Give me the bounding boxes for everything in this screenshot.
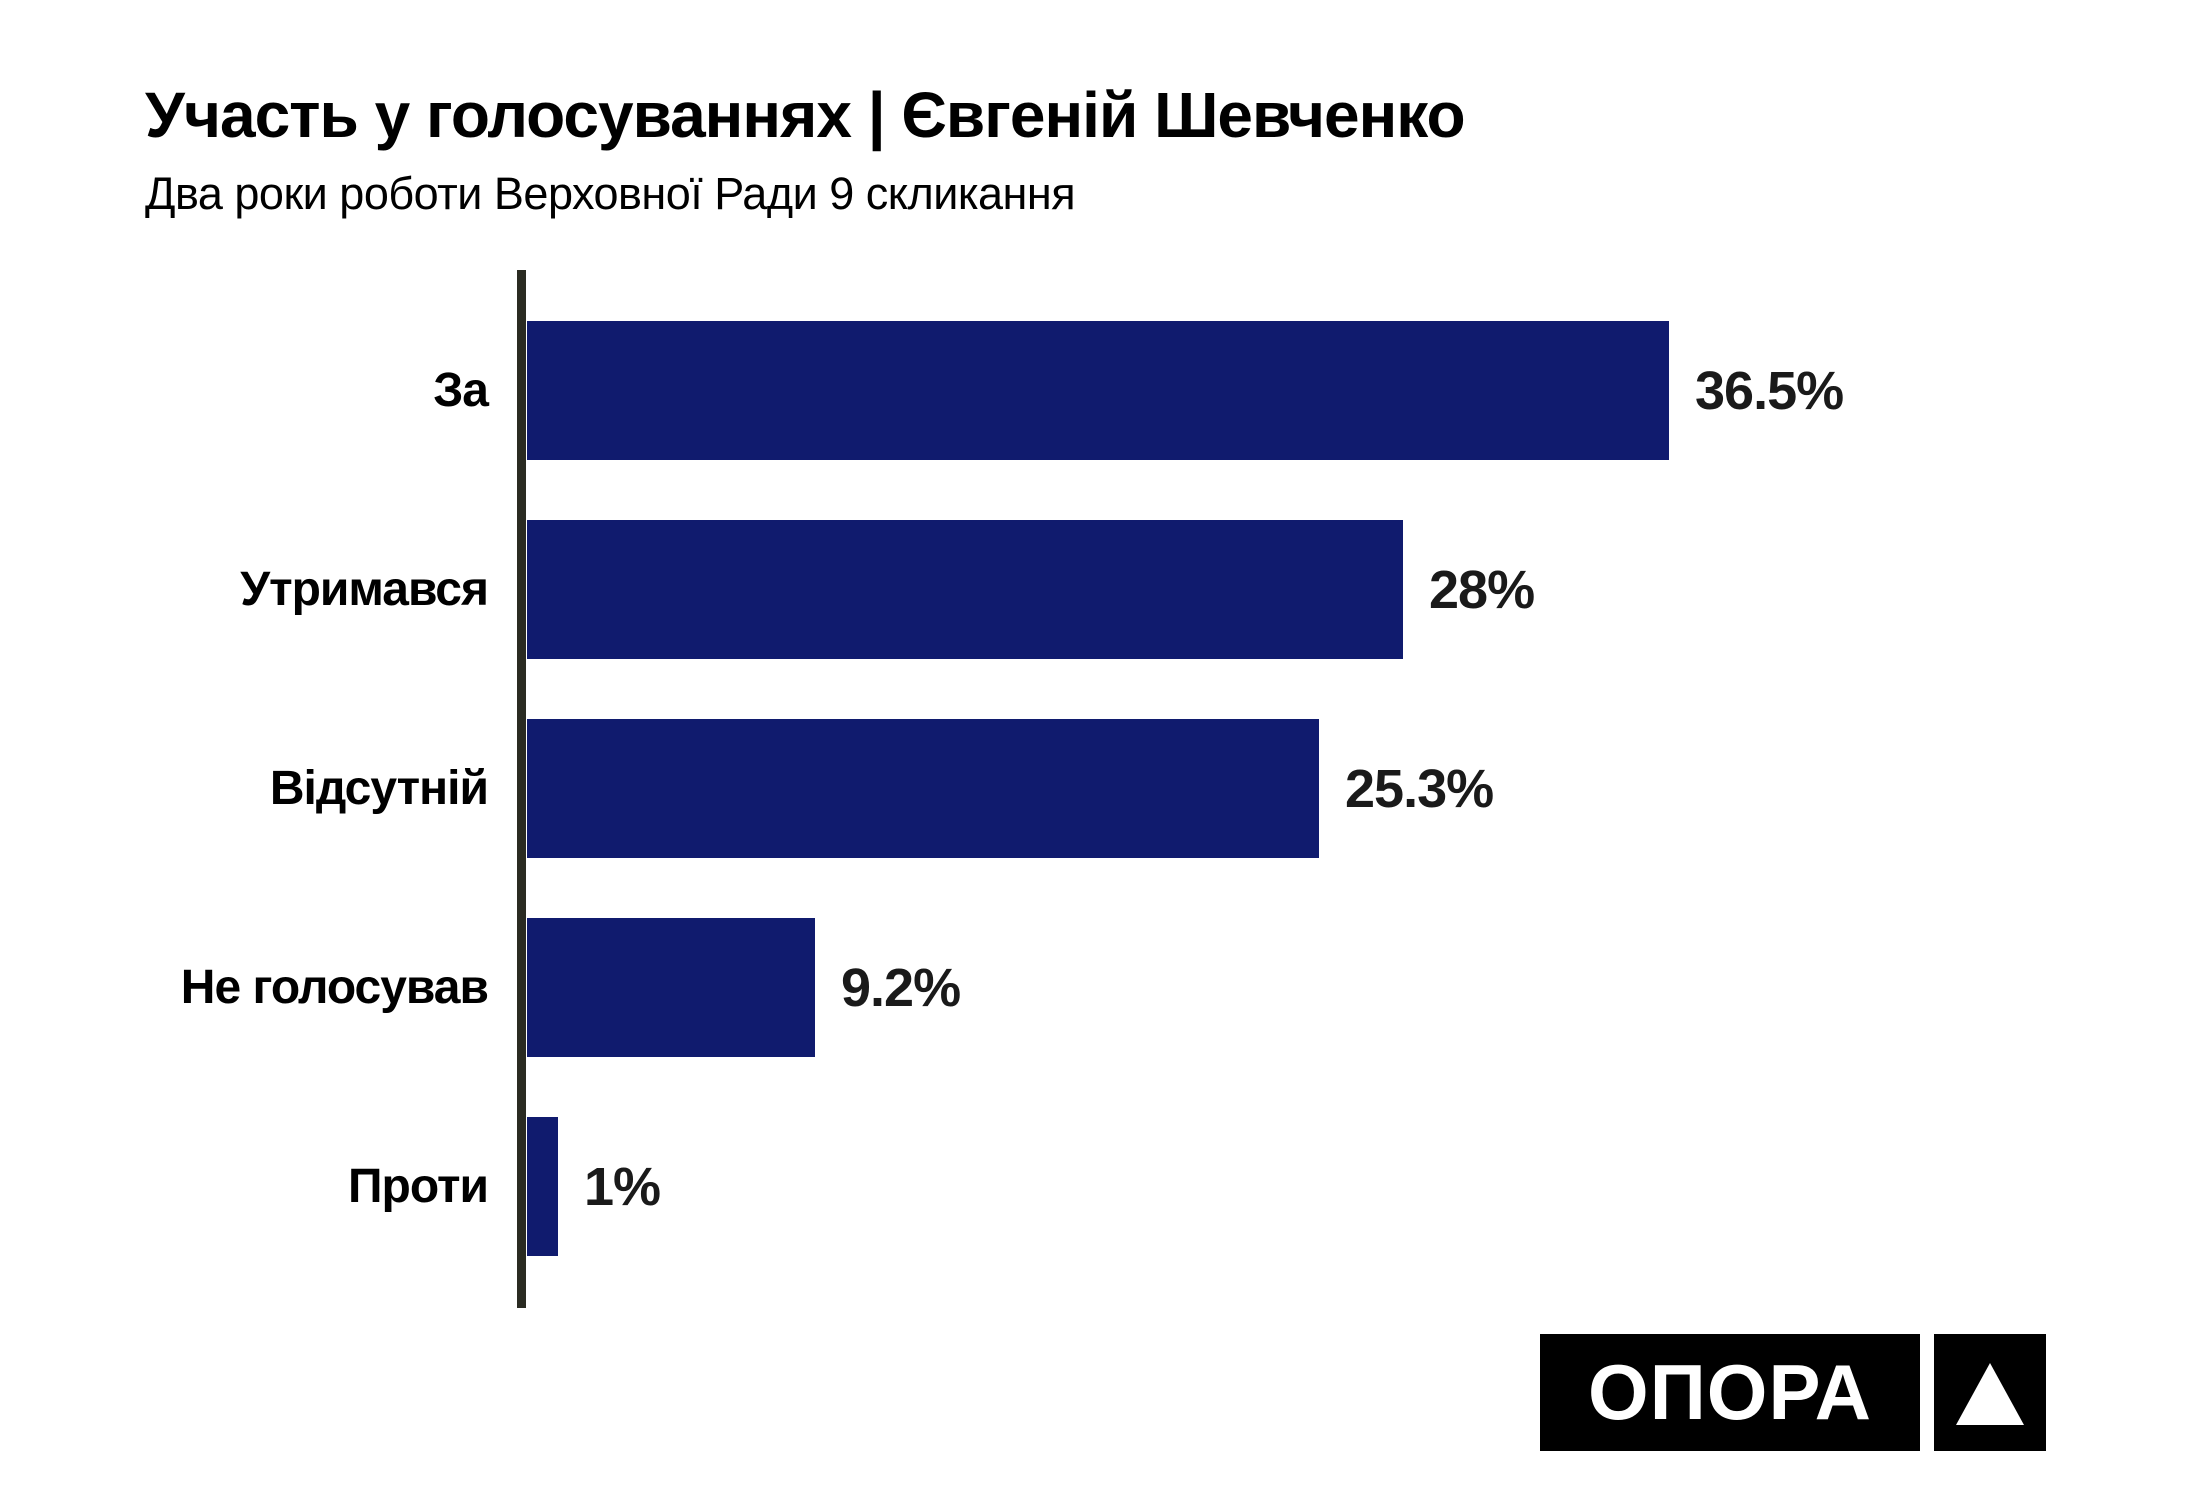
- bar: [527, 918, 815, 1057]
- opora-logo-text: ОПОРА: [1540, 1334, 1920, 1451]
- bar: [527, 520, 1403, 659]
- value-label: 1%: [584, 1156, 661, 1217]
- category-label: За: [433, 364, 489, 417]
- category-label: Утримався: [240, 563, 489, 616]
- bar-row: Не голосував 9.2%: [0, 918, 2200, 1057]
- category-label: Відсутній: [269, 762, 489, 815]
- page-title: Участь у голосуваннях | Євгеній Шевченко: [145, 79, 1466, 151]
- value-label: 36.5%: [1695, 360, 1844, 421]
- bar-row: Відсутній 25.3%: [0, 719, 2200, 858]
- category-label: Проти: [348, 1160, 489, 1213]
- value-label: 28%: [1429, 559, 1535, 620]
- bar: [527, 321, 1669, 460]
- y-axis-line: [517, 270, 526, 1308]
- opora-logo-mark: [1934, 1334, 2046, 1451]
- value-label: 9.2%: [841, 957, 961, 1018]
- value-label: 25.3%: [1345, 758, 1494, 819]
- page-subtitle: Два роки роботи Верховної Ради 9 скликан…: [145, 168, 1076, 219]
- category-label: Не голосував: [180, 961, 489, 1014]
- bar-row: Проти 1%: [0, 1117, 2200, 1256]
- bar-row: Утримався 28%: [0, 520, 2200, 659]
- bar-row: За 36.5%: [0, 321, 2200, 460]
- bar: [527, 1117, 558, 1256]
- opora-logo: ОПОРА: [1540, 1334, 2046, 1451]
- bar: [527, 719, 1319, 858]
- triangle-up-icon: [1956, 1362, 2024, 1425]
